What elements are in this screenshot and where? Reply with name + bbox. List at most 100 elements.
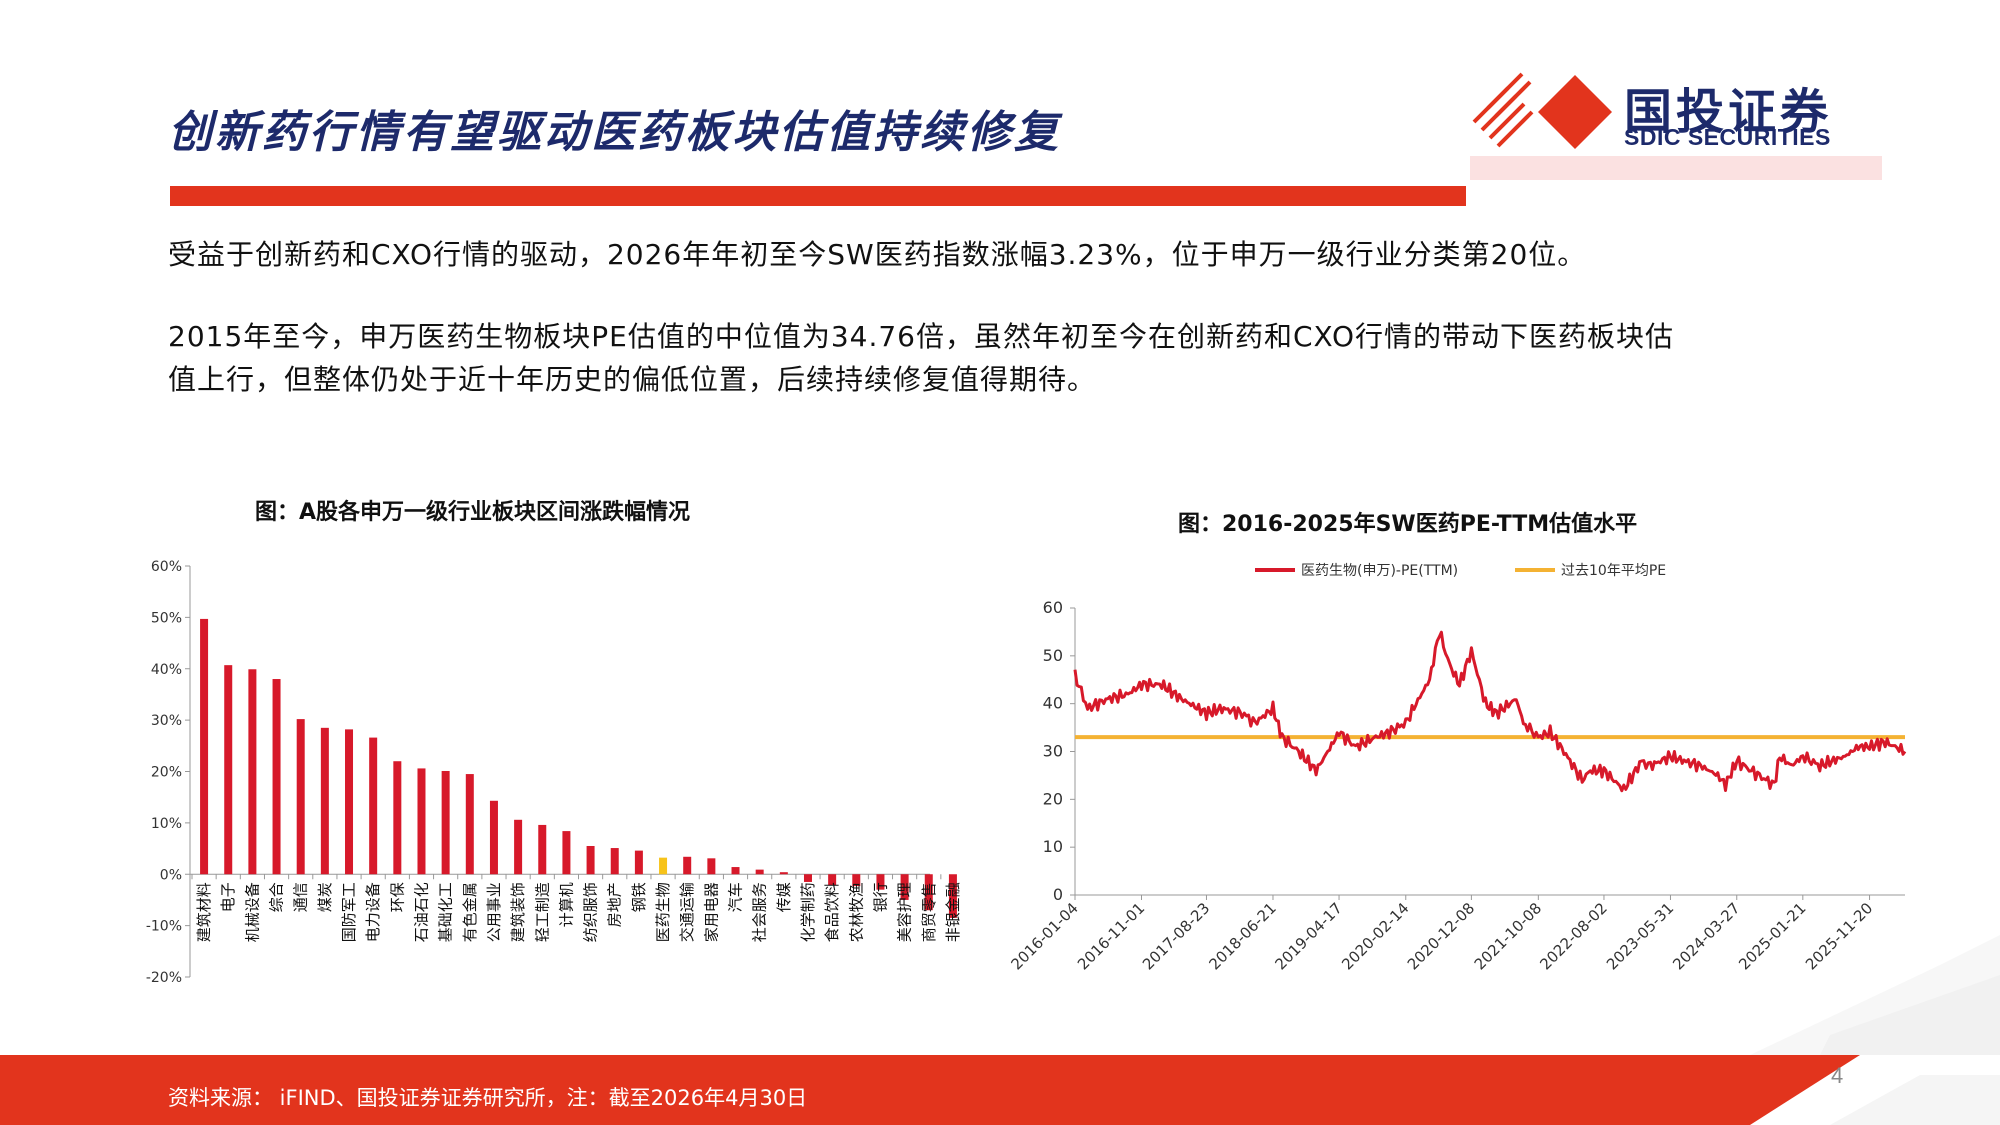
line-x-tick-label: 2020-12-08	[1404, 899, 1478, 973]
bar-建筑装饰	[514, 819, 523, 875]
bar-category-label: 煤炭	[316, 882, 334, 912]
bar-category-label: 房地产	[606, 882, 624, 927]
bar-环保	[393, 761, 402, 875]
pe-ttm-line	[1073, 630, 1907, 793]
footer-source: 资料来源： iFIND、国投证券证券研究所，注：截至2026年4月30日	[168, 1086, 808, 1110]
line-x-tick-label: 2018-06-21	[1205, 899, 1279, 973]
bar-农林牧渔	[852, 874, 861, 887]
bar-category-label: 有色金属	[461, 882, 479, 942]
bar-category-label: 石油石化	[412, 882, 430, 942]
bar-y-tick-label: 20%	[151, 765, 182, 781]
bar-电力设备	[369, 737, 378, 875]
company-logo: 国投证券 SDIC SECURITIES	[1468, 72, 1888, 152]
bar-category-label: 计算机	[557, 882, 575, 927]
bar-category-label: 银行	[871, 882, 889, 912]
bar-category-label: 美容护理	[896, 882, 914, 942]
bar-y-tick-label: -10%	[146, 919, 182, 935]
bar-category-label: 建筑材料	[195, 882, 213, 942]
line-x-tick-label: 2020-02-14	[1338, 899, 1412, 973]
bar-房地产	[610, 848, 619, 875]
bar-category-label: 公用事业	[485, 882, 503, 942]
paragraph-2-line-2: 值上行，但整体仍处于近十年历史的偏低位置，后续持续修复值得期待。	[168, 363, 1097, 396]
bar-食品饮料	[828, 874, 837, 886]
bar-电子	[224, 665, 233, 875]
bar-纺织服饰	[586, 845, 595, 875]
logo-pink-band	[1470, 156, 1882, 180]
paragraph-2-line-1: 2015年至今，申万医药生物板块PE估值的中位值为34.76倍，虽然年初至今在创…	[168, 320, 1674, 353]
page-number: 4	[1831, 1063, 1844, 1088]
logo-mark-icon	[1472, 72, 1612, 149]
bar-category-label: 农林牧渔	[847, 882, 865, 942]
bar-传媒	[779, 872, 788, 875]
bar-y-tick-label: 40%	[151, 662, 182, 678]
bar-chart-title: 图：A股各申万一级行业板块区间涨跌幅情况	[255, 500, 691, 525]
bar-有色金属	[465, 774, 474, 875]
bar-category-label: 轻工制造	[533, 882, 551, 942]
bar-category-label: 社会服务	[751, 882, 769, 942]
bar-煤炭	[320, 727, 329, 875]
bar-category-label: 电力设备	[364, 882, 382, 942]
bar-category-label: 非银金融	[944, 882, 960, 942]
bar-轻工制造	[538, 824, 547, 875]
bar-category-label: 家用电器	[702, 882, 720, 942]
bar-category-label: 化学制药	[799, 882, 817, 942]
bar-基础化工	[441, 770, 450, 875]
bar-汽车	[731, 867, 740, 875]
line-y-tick-label: 20	[1043, 789, 1063, 808]
line-y-tick-label: 50	[1043, 646, 1063, 665]
bar-category-label: 电子	[219, 882, 237, 912]
logo-english-name: SDIC SECURITIES	[1624, 124, 1831, 150]
bar-category-label: 商贸零售	[920, 882, 938, 942]
line-x-tick-label: 2016-01-04	[1007, 899, 1081, 973]
bar-category-label: 通信	[292, 882, 310, 912]
line-y-tick-label: 60	[1043, 598, 1063, 617]
bar-计算机	[562, 831, 571, 875]
bar-商贸零售	[924, 874, 933, 911]
bar-category-label: 环保	[388, 882, 406, 912]
bar-公用事业	[489, 800, 498, 875]
bar-银行	[876, 874, 885, 890]
bar-y-tick-label: 10%	[151, 816, 182, 832]
bar-y-tick-label: 30%	[151, 713, 182, 729]
logo-chinese-name: 国投证券	[1624, 84, 1833, 140]
bar-category-label: 传媒	[775, 882, 793, 912]
bar-category-label: 食品饮料	[823, 882, 841, 942]
bar-category-label: 汽车	[727, 882, 745, 912]
bar-美容护理	[900, 874, 909, 900]
bar-category-label: 医药生物	[654, 882, 672, 942]
bar-category-label: 纺织服饰	[582, 882, 600, 942]
bar-石油石化	[417, 768, 426, 875]
line-y-tick-label: 40	[1043, 694, 1063, 713]
bar-国防军工	[345, 729, 354, 875]
bar-社会服务	[755, 869, 764, 875]
bar-化学制药	[803, 874, 812, 882]
bar-category-label: 机械设备	[243, 882, 261, 942]
footer-white-wedge	[1750, 1055, 2000, 1125]
bar-机械设备	[248, 669, 257, 875]
bar-category-label: 基础化工	[437, 882, 455, 942]
page-title: 创新药行情有望驱动医药板块估值持续修复	[168, 107, 1061, 158]
footer-bar	[0, 1055, 2000, 1125]
line-y-tick-label: 30	[1043, 742, 1063, 761]
line-y-tick-label: 0	[1053, 885, 1063, 904]
bar-category-label: 国防军工	[340, 882, 358, 942]
bar-通信	[296, 719, 305, 875]
legend-avg-label: 过去10年平均PE	[1561, 563, 1666, 579]
bar-建筑材料	[200, 618, 209, 875]
bar-y-tick-label: 0%	[160, 867, 182, 883]
bar-category-label: 建筑装饰	[509, 882, 527, 942]
line-x-tick-label: 2017-08-23	[1139, 899, 1213, 973]
bar-category-label: 交通运输	[678, 882, 696, 942]
bar-y-tick-label: 50%	[151, 610, 182, 626]
legend-pe-label: 医药生物(申万)-PE(TTM)	[1301, 563, 1458, 579]
bar-医药生物	[659, 857, 668, 875]
bar-非银金融	[948, 874, 957, 918]
bar-交通运输	[683, 856, 692, 875]
title-underline-bar	[170, 186, 1466, 206]
bar-钢铁	[634, 850, 643, 875]
line-chart: 医药生物(申万)-PE(TTM) 过去10年平均PE 0 10 20 30 40 50 60 20…	[1007, 563, 1907, 973]
line-y-tick-label: 10	[1043, 837, 1063, 856]
line-x-tick-label: 2021-10-08	[1471, 899, 1545, 973]
bar-category-label: 钢铁	[630, 882, 648, 912]
bar-家用电器	[707, 858, 716, 875]
